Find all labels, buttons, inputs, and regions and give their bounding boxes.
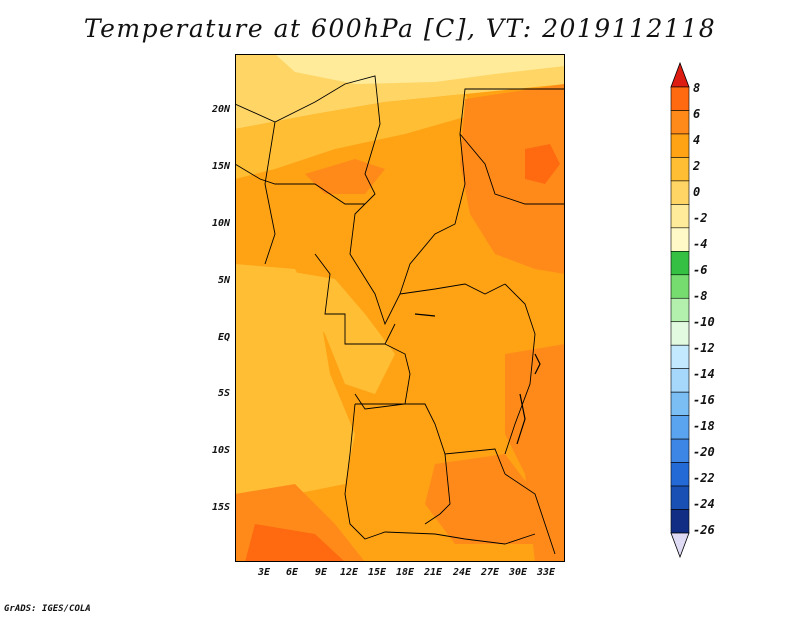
lat-label-eq: EQ xyxy=(217,332,230,343)
colorbar-segment xyxy=(670,415,690,440)
colorbar xyxy=(670,61,690,559)
chart-title: Temperature at 600hPa [C], VT: 201911211… xyxy=(83,14,717,43)
lon-label-30e: 30E xyxy=(508,567,528,578)
field-mild-coast xyxy=(235,264,355,494)
colorbar-segment xyxy=(670,227,690,252)
colorbar-label-neg8: -8 xyxy=(693,289,708,303)
grads-credit: GrADS: IGES/COLA xyxy=(4,604,91,614)
colorbar-segment xyxy=(670,438,690,463)
colorbar-label-neg20: -20 xyxy=(693,445,715,459)
colorbar-segment xyxy=(670,297,690,323)
field-coolest-north xyxy=(275,54,565,84)
colorbar-label-neg18: -18 xyxy=(693,419,715,433)
colorbar-label-4: 4 xyxy=(693,133,701,147)
colorbar-segments xyxy=(670,86,690,534)
colorbar-bottom-arrow xyxy=(670,532,690,559)
field-mild-band xyxy=(235,94,475,179)
colorbar-label-neg22: -22 xyxy=(693,471,715,485)
colorbar-segment xyxy=(670,485,690,510)
colorbar-label-6: 6 xyxy=(693,107,701,121)
lat-label-10n: 10N xyxy=(211,218,230,229)
colorbar-segment xyxy=(670,110,690,135)
lat-label-10s: 10S xyxy=(211,445,230,456)
lon-label-33e: 33E xyxy=(536,567,556,578)
colorbar-label-neg12: -12 xyxy=(693,341,715,355)
field-warm-east xyxy=(460,84,565,274)
colorbar-label-neg24: -24 xyxy=(693,497,715,511)
lon-label-12e: 12E xyxy=(339,567,359,578)
colorbar-label-neg14: -14 xyxy=(693,367,715,381)
lon-label-21e: 21E xyxy=(423,567,443,578)
lat-label-15n: 15N xyxy=(211,161,230,172)
colorbar-segment xyxy=(670,251,690,276)
map-canvas xyxy=(235,54,565,562)
colorbar-segment xyxy=(670,180,690,205)
colorbar-segment xyxy=(670,133,690,158)
colorbar-segment xyxy=(670,391,690,416)
colorbar-label-neg16: -16 xyxy=(693,393,715,407)
colorbar-segment xyxy=(670,321,690,346)
colorbar-label-neg6: -6 xyxy=(693,263,708,277)
lon-label-9e: 9E xyxy=(314,567,328,578)
field-hot-spot-east xyxy=(525,144,560,184)
colorbar-top-arrow xyxy=(670,61,690,88)
colorbar-segment xyxy=(670,204,690,229)
lon-label-15e: 15E xyxy=(367,567,387,578)
colorbar-label-neg4: -4 xyxy=(693,237,708,251)
colorbar-segment xyxy=(670,462,690,487)
lat-label-5s: 5S xyxy=(217,388,230,399)
colorbar-label-neg26: -26 xyxy=(693,523,715,537)
field-mild-central xyxy=(275,269,395,394)
map-frame xyxy=(235,54,565,562)
field-warm-west xyxy=(305,159,385,194)
lon-label-3e: 3E xyxy=(257,567,271,578)
colorbar-segment xyxy=(670,344,690,369)
colorbar-segment xyxy=(670,509,690,534)
lakes xyxy=(414,313,541,445)
field-warm-southeast xyxy=(505,344,565,562)
colorbar-label-0: 0 xyxy=(693,185,701,199)
lon-label-27e: 27E xyxy=(480,567,500,578)
colorbar-segment xyxy=(670,157,690,182)
lon-label-18e: 18E xyxy=(395,567,415,578)
colorbar-segment xyxy=(670,368,690,393)
colorbar-label-8: 8 xyxy=(693,81,701,95)
colorbar-label-neg2: -2 xyxy=(693,211,708,225)
lon-label-6e: 6E xyxy=(285,567,299,578)
colorbar-label-neg10: -10 xyxy=(693,315,715,329)
lat-label-5n: 5N xyxy=(217,275,230,286)
lat-label-20n: 20N xyxy=(211,104,230,115)
lat-label-15s: 15S xyxy=(211,502,230,513)
field-warm-south xyxy=(425,454,535,544)
field-hot-southwest xyxy=(245,524,345,562)
temperature-map xyxy=(235,54,565,562)
colorbar-segment xyxy=(670,86,690,111)
colorbar-label-2: 2 xyxy=(693,159,701,173)
country-borders xyxy=(235,75,565,555)
colorbar-segment xyxy=(670,274,690,299)
lon-label-24e: 24E xyxy=(452,567,472,578)
